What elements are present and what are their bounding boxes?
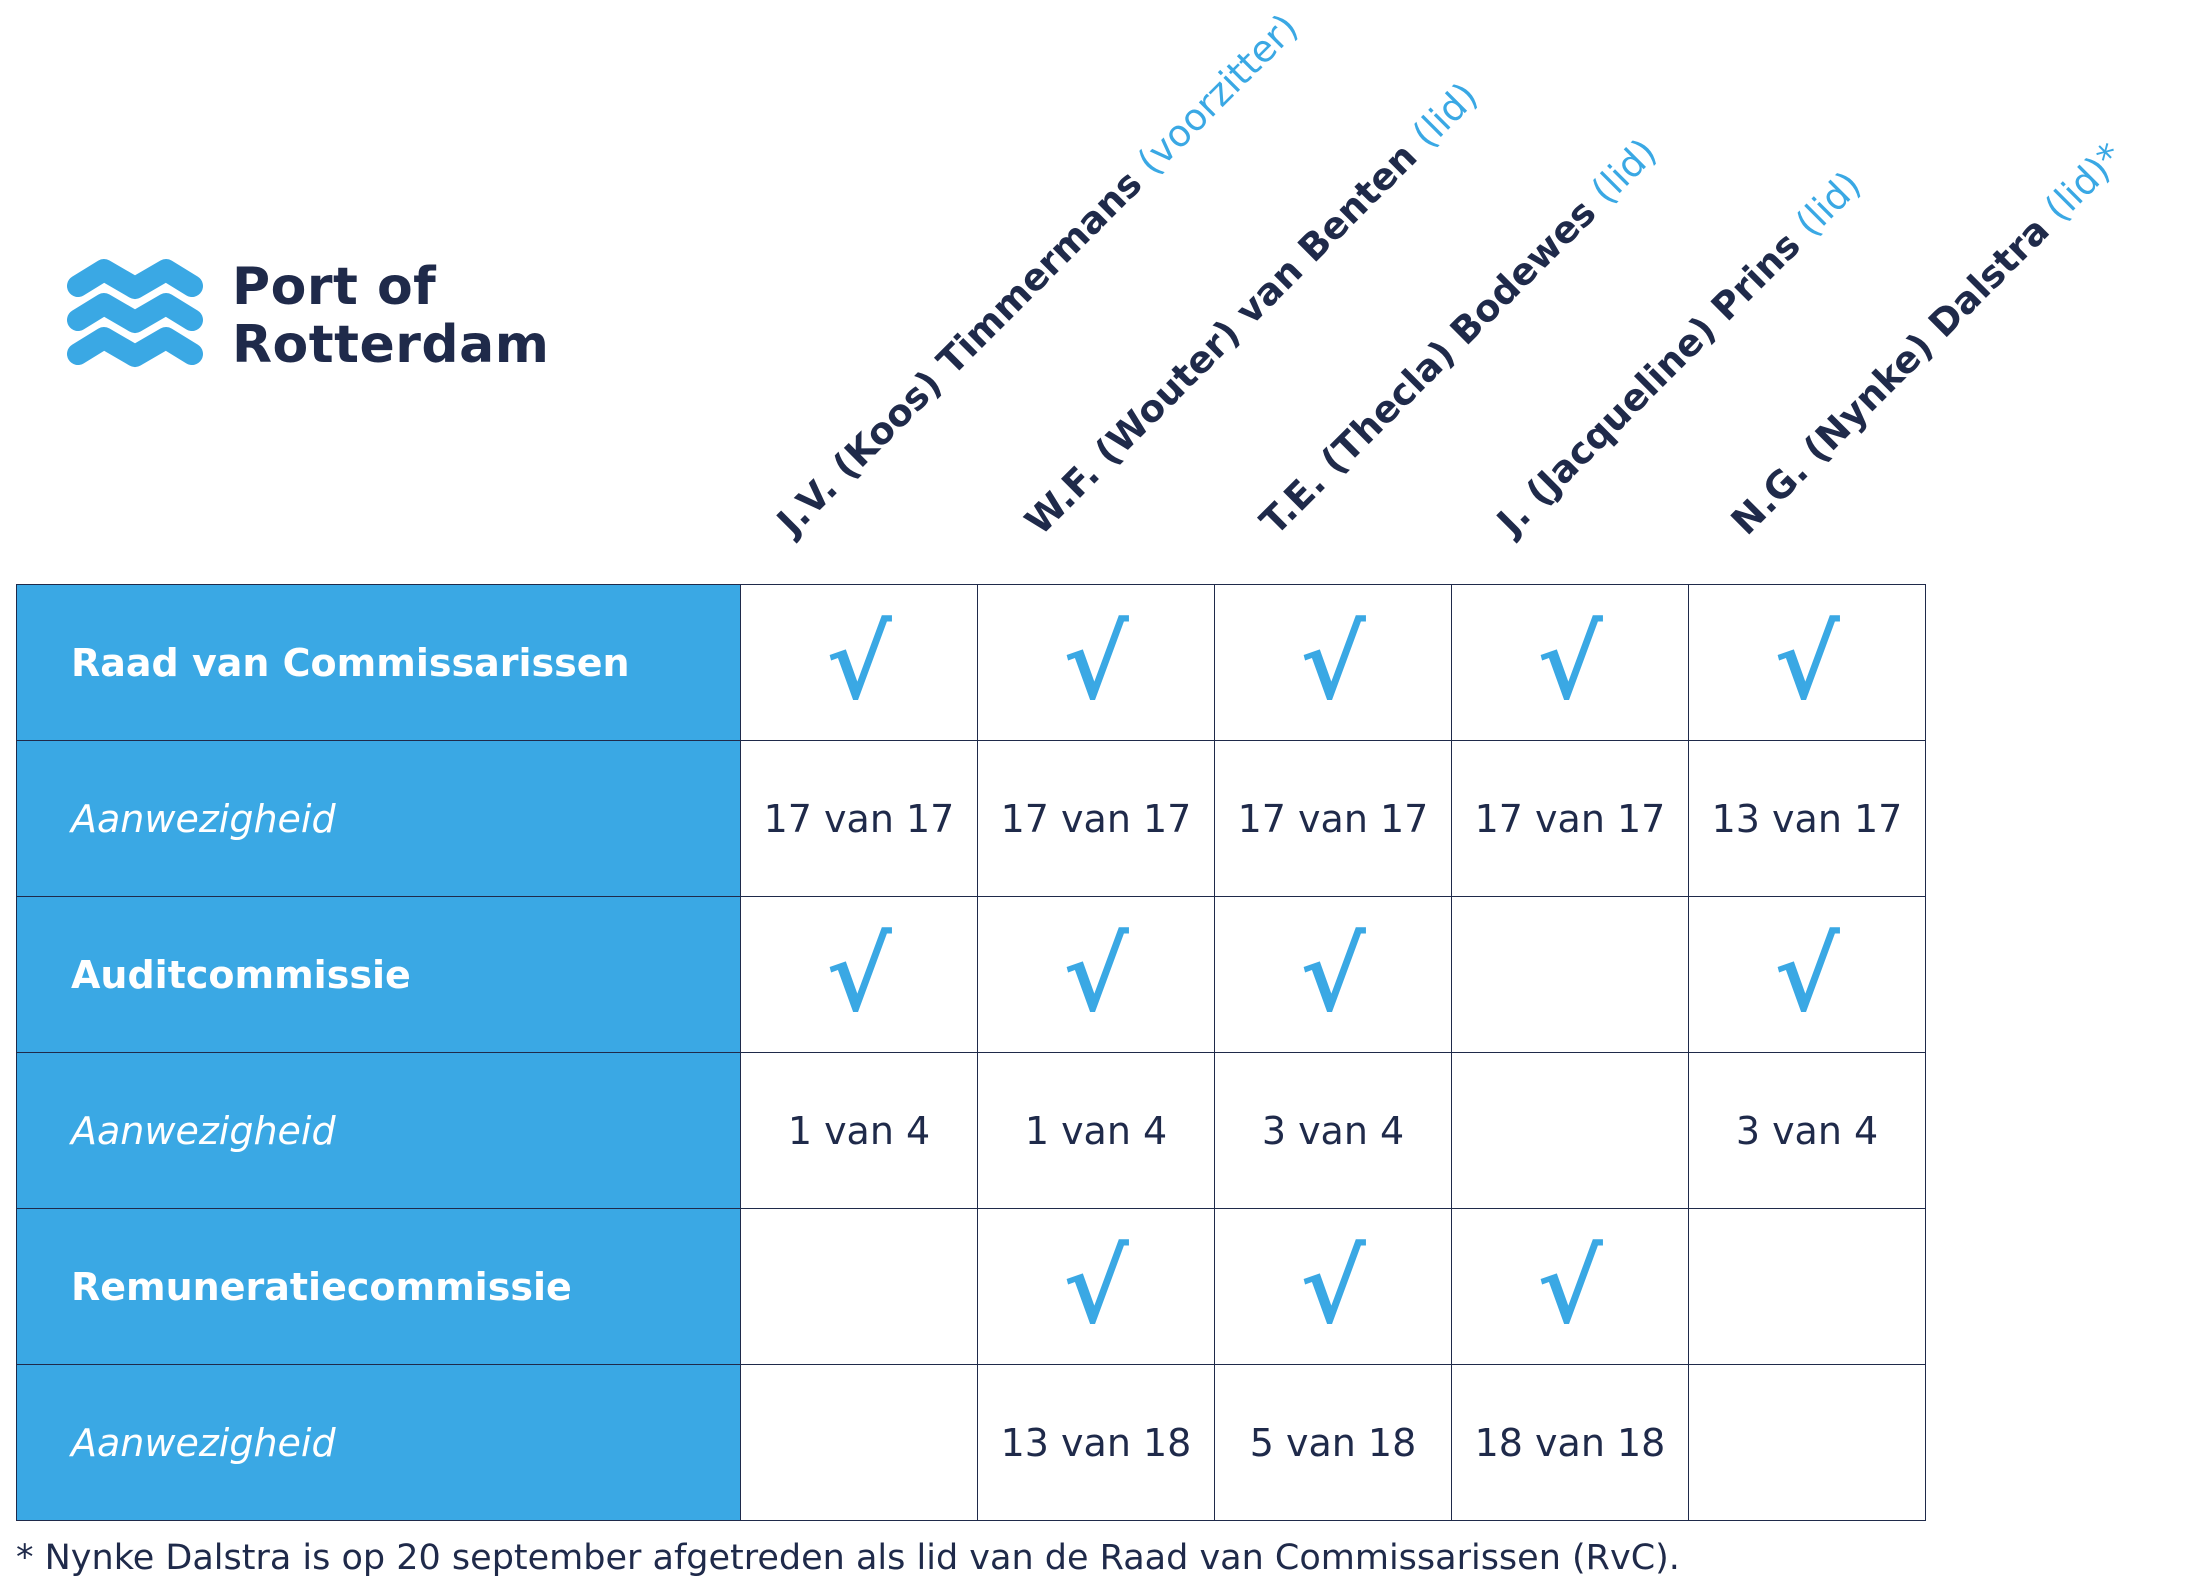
brand-line-1: Port of	[232, 257, 437, 317]
table-row: Aanwezigheid 17 van 17 17 van 17 17 van 17 1…	[16, 740, 1926, 897]
attendance-cell: 17 van 17	[977, 740, 1215, 897]
checkmark-icon: √	[1063, 1227, 1129, 1346]
membership-cell: √	[1214, 1208, 1452, 1365]
checkmark-icon: √	[826, 603, 892, 722]
port-of-rotterdam-logo-icon	[67, 259, 203, 367]
member-header-3: T.E. (Thecla) Bodewes (lid)	[1252, 130, 1666, 544]
brand-line-2: Rotterdam	[232, 315, 550, 375]
committee-label: Raad van Commissarissen	[16, 584, 741, 741]
membership-cell: √	[977, 584, 1215, 741]
empty-cell	[1451, 896, 1689, 1053]
empty-cell	[1688, 1364, 1926, 1521]
membership-cell: √	[1688, 584, 1926, 741]
membership-cell: √	[740, 584, 978, 741]
checkmark-icon: √	[1537, 603, 1603, 722]
member-role: (lid)	[1404, 74, 1487, 157]
membership-cell: √	[1688, 896, 1926, 1053]
attendance-cell: 1 van 4	[977, 1052, 1215, 1209]
checkmark-icon: √	[1063, 915, 1129, 1034]
membership-cell: √	[740, 896, 978, 1053]
committee-attendance-table: Raad van Commissarissen √ √ √ √ √ Aanwezigheid…	[16, 584, 1926, 1521]
attendance-cell: 13 van 17	[1688, 740, 1926, 897]
attendance-cell: 5 van 18	[1214, 1364, 1452, 1521]
attendance-cell: 17 van 17	[1451, 740, 1689, 897]
checkmark-icon: √	[1774, 915, 1840, 1034]
checkmark-icon: √	[1300, 603, 1366, 722]
empty-cell	[1451, 1052, 1689, 1209]
membership-cell: √	[977, 896, 1215, 1053]
attendance-cell: 1 van 4	[740, 1052, 978, 1209]
member-header-1: J.V. (Koos) Timmermans (voorzitter)	[769, 6, 1307, 544]
membership-cell: √	[1214, 584, 1452, 741]
table-body: Raad van Commissarissen √ √ √ √ √ Aanwezigheid…	[16, 584, 1926, 1521]
empty-cell	[740, 1208, 978, 1365]
member-role: (lid)	[1787, 162, 1870, 245]
member-header-2: W.F. (Wouter) van Benten (lid)	[1017, 74, 1487, 544]
membership-cell: √	[1451, 584, 1689, 741]
member-name: W.F. (Wouter) van Benten	[1016, 134, 1426, 544]
brand-wordmark: Port of Rotterdam	[232, 258, 549, 374]
checkmark-icon: √	[1774, 603, 1840, 722]
table-row: Auditcommissie √ √ √ √	[16, 896, 1926, 1053]
member-role: (lid)*	[2036, 134, 2132, 230]
member-role: (lid)	[1582, 130, 1665, 213]
attendance-label: Aanwezigheid	[16, 1052, 741, 1209]
empty-cell	[740, 1364, 978, 1521]
attendance-cell: 18 van 18	[1451, 1364, 1689, 1521]
member-header-5: N.G. (Nynke) Dalstra (lid)*	[1723, 135, 2132, 544]
attendance-cell: 17 van 17	[740, 740, 978, 897]
checkmark-icon: √	[1063, 603, 1129, 722]
attendance-cell: 3 van 4	[1688, 1052, 1926, 1209]
membership-cell: √	[1214, 896, 1452, 1053]
checkmark-icon: √	[826, 915, 892, 1034]
attendance-cell: 17 van 17	[1214, 740, 1452, 897]
checkmark-icon: √	[1300, 1227, 1366, 1346]
attendance-label: Aanwezigheid	[16, 740, 741, 897]
attendance-cell: 13 van 18	[977, 1364, 1215, 1521]
table-row: Aanwezigheid 13 van 18 5 van 18 18 van 18	[16, 1364, 1926, 1521]
attendance-label: Aanwezigheid	[16, 1364, 741, 1521]
table-row: Raad van Commissarissen √ √ √ √ √	[16, 584, 1926, 741]
checkmark-icon: √	[1537, 1227, 1603, 1346]
committee-label: Remuneratiecommissie	[16, 1208, 741, 1365]
attendance-cell: 3 van 4	[1214, 1052, 1452, 1209]
member-role: (voorzitter)	[1129, 5, 1307, 184]
membership-cell: √	[977, 1208, 1215, 1365]
membership-cell: √	[1451, 1208, 1689, 1365]
table-row: Remuneratiecommissie √ √ √	[16, 1208, 1926, 1365]
footnote: * Nynke Dalstra is op 20 september afget…	[16, 1538, 1680, 1578]
checkmark-icon: √	[1300, 915, 1366, 1034]
empty-cell	[1688, 1208, 1926, 1365]
committee-label: Auditcommissie	[16, 896, 741, 1053]
